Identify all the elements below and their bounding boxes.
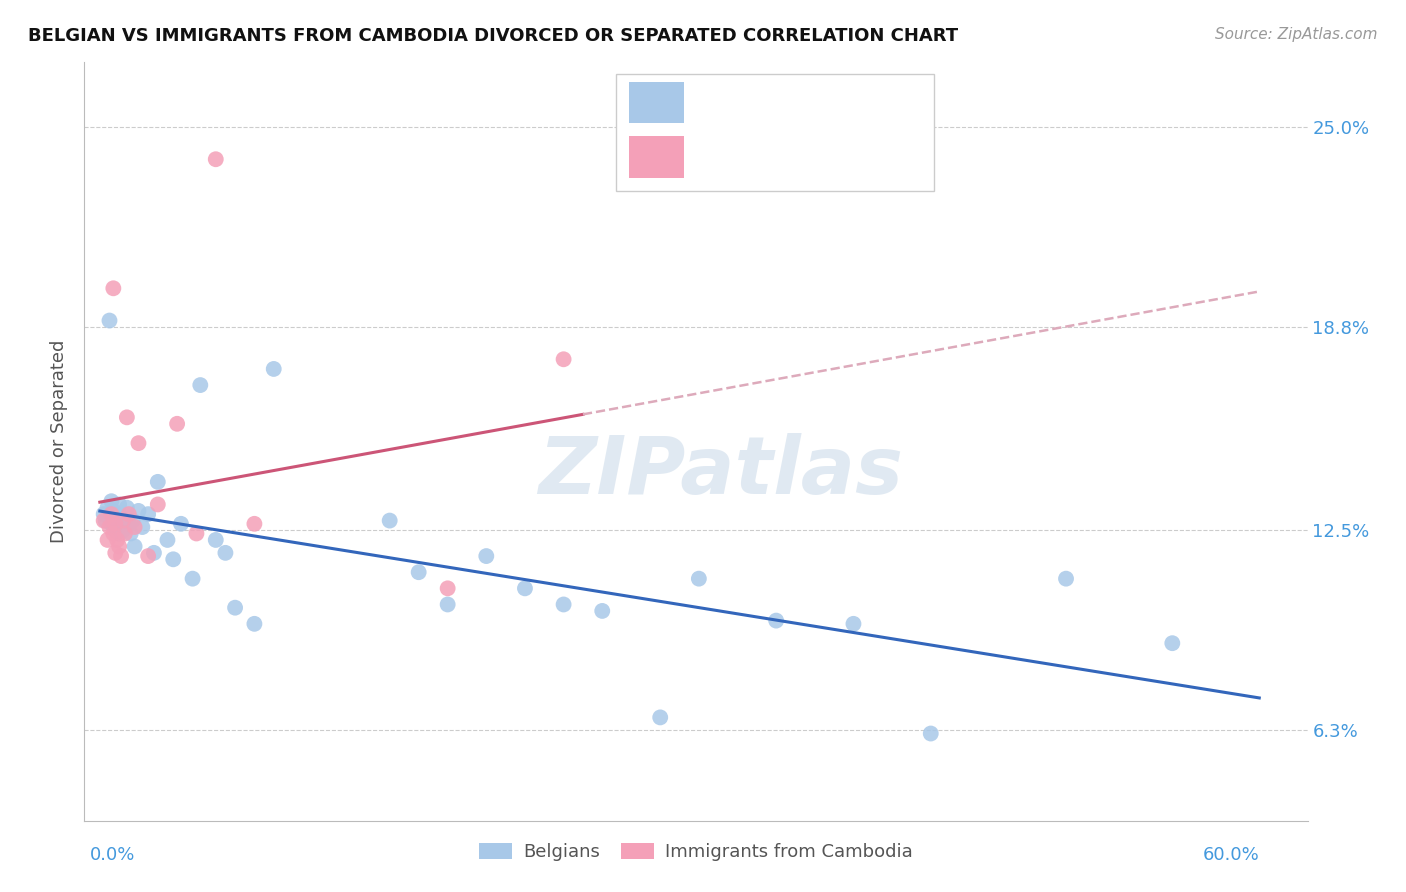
Text: 0.0%: 0.0% [90, 847, 135, 864]
Point [103, 514, 125, 528]
Text: 60.0%: 60.0% [1202, 847, 1260, 864]
Point [243, 516, 266, 531]
Text: Source: ZipAtlas.com: Source: ZipAtlas.com [1215, 27, 1378, 42]
Text: BELGIAN VS IMMIGRANTS FROM CAMBODIA DIVORCED OR SEPARATED CORRELATION CHART: BELGIAN VS IMMIGRANTS FROM CAMBODIA DIVO… [28, 27, 959, 45]
Point [186, 526, 208, 541]
Point [103, 526, 125, 541]
FancyBboxPatch shape [628, 136, 683, 178]
Point [108, 540, 131, 554]
Point [118, 516, 141, 531]
Point [110, 549, 132, 563]
Point [103, 504, 125, 518]
Point [114, 526, 136, 541]
Point [181, 572, 204, 586]
Point [408, 565, 430, 579]
Point [105, 533, 128, 547]
Point [146, 475, 169, 489]
Point [378, 514, 401, 528]
Point [436, 598, 458, 612]
Point [688, 572, 710, 586]
Legend: Belgians, Immigrants from Cambodia: Belgians, Immigrants from Cambodia [472, 836, 920, 869]
Y-axis label: Divorced or Separated: Divorced or Separated [51, 340, 69, 543]
Point [96, 500, 118, 515]
Point [475, 549, 498, 563]
Point [127, 436, 149, 450]
Point [591, 604, 613, 618]
Point [111, 523, 134, 537]
Point [105, 514, 128, 528]
Point [111, 514, 134, 528]
Point [105, 520, 128, 534]
Point [166, 417, 188, 431]
Point [136, 507, 159, 521]
Point [100, 494, 122, 508]
Point [108, 498, 131, 512]
Point [214, 546, 236, 560]
Point [115, 410, 138, 425]
Point [162, 552, 184, 566]
Point [204, 153, 226, 167]
Point [243, 616, 266, 631]
Point [263, 362, 285, 376]
Point [108, 526, 131, 541]
Point [114, 514, 136, 528]
Point [124, 520, 146, 534]
Text: R = -0.383   N = 51: R = -0.383 N = 51 [700, 86, 876, 104]
Point [110, 510, 132, 524]
Point [553, 598, 575, 612]
Point [115, 500, 138, 515]
Point [94, 514, 117, 528]
Point [1054, 572, 1077, 586]
Point [104, 516, 127, 531]
Point [204, 533, 226, 547]
Point [98, 313, 121, 327]
Point [104, 507, 127, 521]
Point [120, 526, 142, 541]
Point [650, 710, 672, 724]
Point [842, 616, 865, 631]
Point [920, 726, 942, 740]
Point [103, 281, 125, 295]
Point [104, 546, 127, 560]
Point [124, 540, 146, 554]
Point [98, 520, 121, 534]
Point [224, 600, 246, 615]
Text: R =  0.320   N = 25: R = 0.320 N = 25 [700, 141, 876, 159]
Point [127, 504, 149, 518]
Point [118, 507, 141, 521]
Point [436, 582, 458, 596]
Point [146, 498, 169, 512]
Point [765, 614, 787, 628]
Point [188, 378, 211, 392]
Point [104, 523, 127, 537]
FancyBboxPatch shape [616, 74, 935, 191]
Point [142, 546, 165, 560]
Point [553, 352, 575, 367]
Point [131, 520, 153, 534]
Point [93, 507, 115, 521]
FancyBboxPatch shape [628, 82, 683, 123]
Point [136, 549, 159, 563]
Point [96, 533, 118, 547]
Point [100, 507, 122, 521]
Point [93, 514, 115, 528]
Text: ZIPatlas: ZIPatlas [538, 433, 903, 511]
Point [1161, 636, 1184, 650]
Point [121, 514, 143, 528]
Point [100, 516, 122, 531]
Point [156, 533, 179, 547]
Point [513, 582, 536, 596]
Point [170, 516, 193, 531]
